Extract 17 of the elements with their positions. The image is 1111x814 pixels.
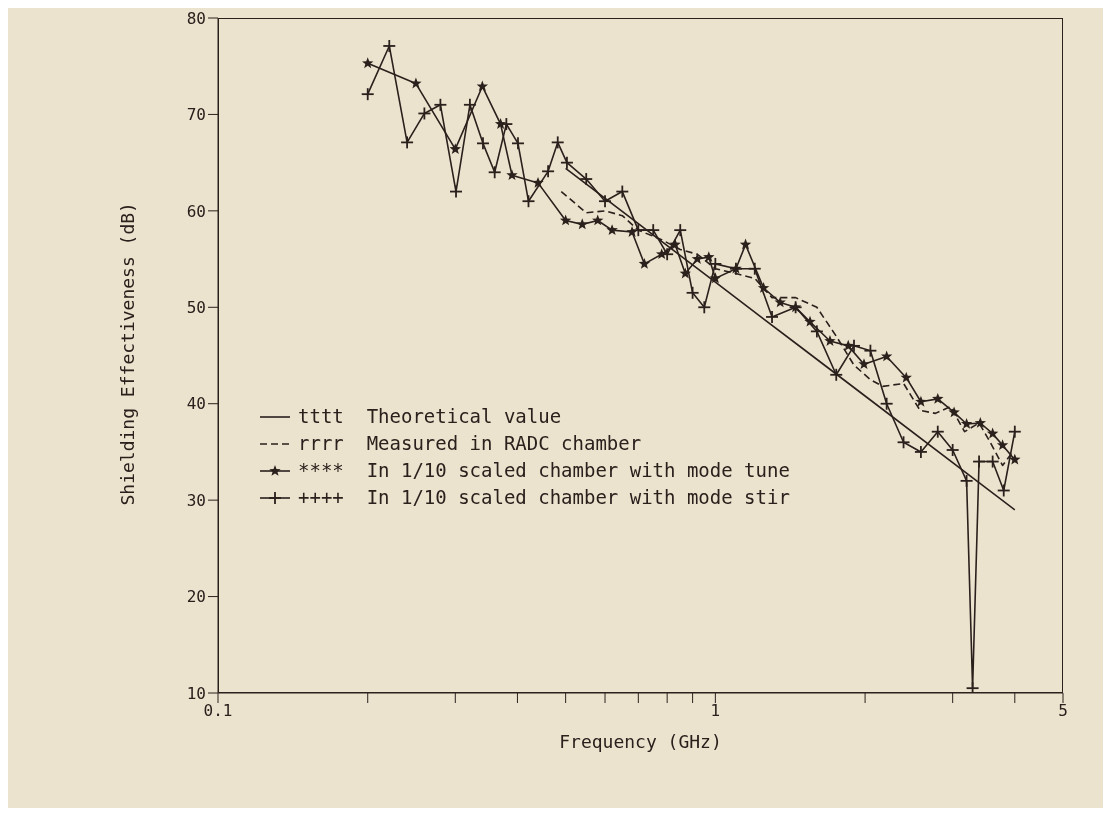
legend-label: tttt Theoretical value: [298, 404, 562, 429]
y-tick-label: 30: [186, 490, 206, 510]
legend-label: rrrr Measured in RADC chamber: [298, 431, 642, 456]
y-tick-label: 40: [186, 394, 206, 414]
y-tick-label: 20: [186, 587, 206, 607]
legend-label: **** In 1/10 scaled chamber with mode tune: [298, 458, 790, 483]
y-tick-label: 70: [186, 105, 206, 125]
y-axis-title: Shielding Effectiveness (dB): [117, 202, 139, 506]
y-tick-label: 80: [186, 8, 206, 28]
y-tick-label: 10: [186, 683, 206, 703]
x-axis-title: Frequency (GHz): [559, 731, 722, 752]
x-tick-label: 5: [1058, 701, 1068, 721]
x-tick-label: 1: [710, 701, 721, 721]
legend-label: ++++ In 1/10 scaled chamber with mode stir: [298, 485, 790, 510]
y-tick-label: 60: [186, 201, 206, 221]
x-tick-label: 0.1: [203, 701, 233, 721]
y-tick-label: 50: [186, 297, 206, 317]
